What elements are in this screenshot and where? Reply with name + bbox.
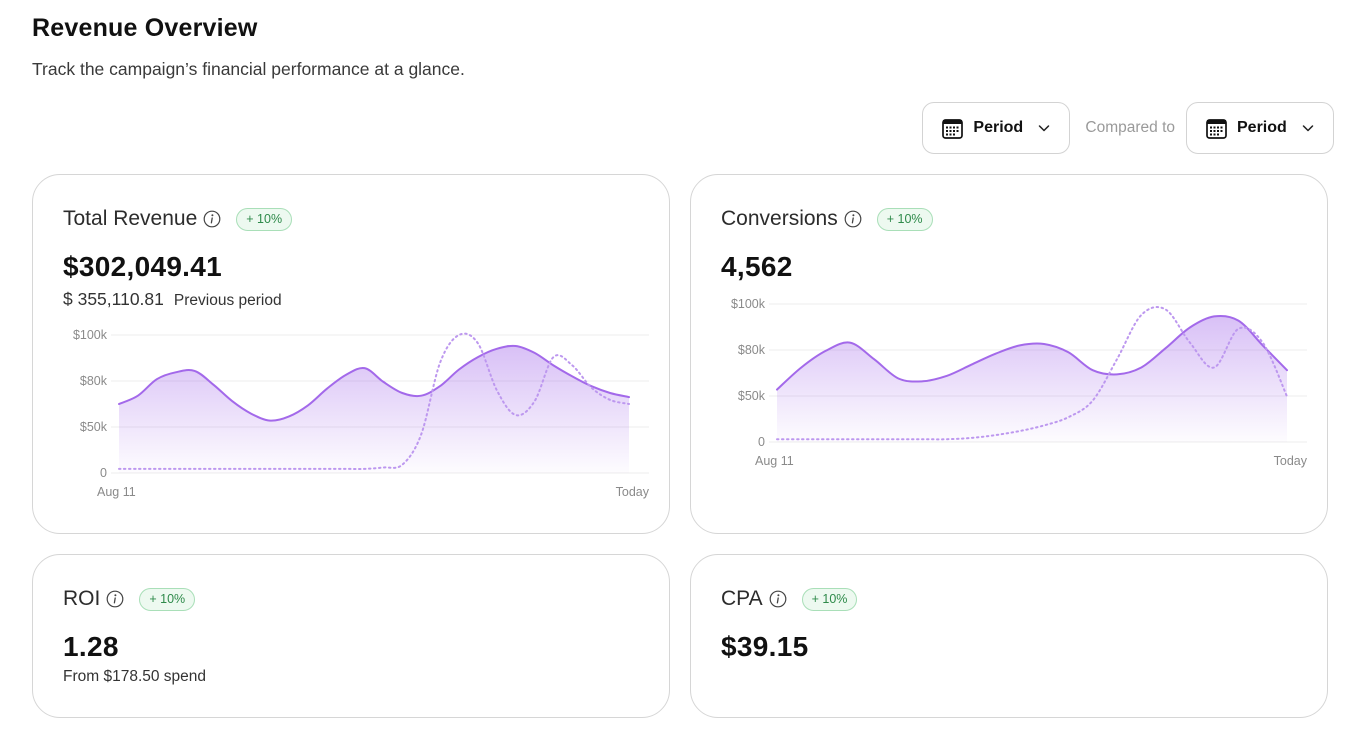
y-tick-label: $80k (80, 374, 108, 388)
series-area (777, 315, 1287, 442)
card-title: Total Revenue (63, 207, 198, 230)
revenue-value: $302,049.41 (63, 251, 223, 282)
compare-period-dropdown[interactable]: Period (1186, 102, 1334, 154)
total-revenue-card: Total Revenue + 10% $302,049.41 $ 355,11… (32, 174, 670, 534)
conversions-chart: $100k $80k $50k 0 Aug 11 Today (731, 297, 1307, 468)
compare-period-label: Period (1237, 119, 1287, 136)
info-icon[interactable] (769, 590, 787, 608)
y-tick-label: $100k (731, 297, 766, 311)
series-line-previous (118, 332, 630, 470)
info-icon[interactable] (844, 210, 862, 228)
revenue-chart: $100k $80k $50k 0 Aug 11 Today (73, 328, 649, 499)
card-title: Conversions (721, 207, 838, 230)
page-title: Revenue Overview (32, 14, 258, 42)
cpa-value: $39.15 (721, 631, 809, 662)
previous-amount: $ 355,110.81 (63, 289, 164, 309)
series-line-current (118, 344, 630, 422)
calendar-icon (942, 118, 964, 139)
x-tick-label: Aug 11 (97, 485, 136, 499)
card-title: CPA (721, 587, 763, 610)
y-tick-label: $100k (73, 328, 108, 342)
y-tick-label: $80k (738, 343, 766, 357)
change-badge: + 10% (236, 207, 293, 231)
page-subtitle: Track the campaign’s financial performan… (32, 59, 465, 79)
series-line-current (776, 314, 1288, 391)
previous-label: Previous period (173, 292, 282, 309)
y-tick-label: $50k (738, 389, 766, 403)
y-tick-label: 0 (758, 435, 765, 449)
compared-to-label: Compared to (1085, 119, 1175, 136)
x-tick-label: Today (1274, 454, 1307, 468)
change-badge: + 10% (801, 587, 858, 611)
period-dropdown[interactable]: Period (922, 102, 1071, 154)
x-tick-label: Aug 11 (755, 454, 794, 468)
previous-period: $ 355,110.81 Previous period (63, 289, 282, 310)
change-badge: + 10% (139, 587, 196, 611)
card-title: ROI (63, 587, 101, 610)
conversions-card: Conversions + 10% 4,562 $100k $80k $50k 0 Au… (690, 174, 1328, 534)
info-icon[interactable] (203, 210, 221, 228)
change-badge: + 10% (876, 207, 933, 231)
period-label: Period (973, 119, 1024, 136)
x-tick-label: Today (616, 485, 649, 499)
conversions-value: 4,562 (721, 251, 793, 282)
period-toolbar: Period Compared to Period (922, 102, 1334, 154)
chevron-down-icon (1302, 125, 1314, 132)
roi-card: ROI + 10% 1.28 From $178.50 spend (32, 554, 670, 718)
info-icon[interactable] (106, 590, 124, 608)
cpa-card: CPA + 10% $39.15 (690, 554, 1328, 718)
y-tick-label: 0 (100, 466, 107, 480)
roi-value: 1.28 (63, 631, 119, 662)
chevron-down-icon (1038, 125, 1050, 132)
series-line-previous (776, 306, 1288, 441)
calendar-icon (1206, 118, 1227, 139)
y-tick-label: $50k (80, 420, 108, 434)
roi-spend: From $178.50 spend (63, 668, 207, 685)
series-area (119, 345, 629, 473)
